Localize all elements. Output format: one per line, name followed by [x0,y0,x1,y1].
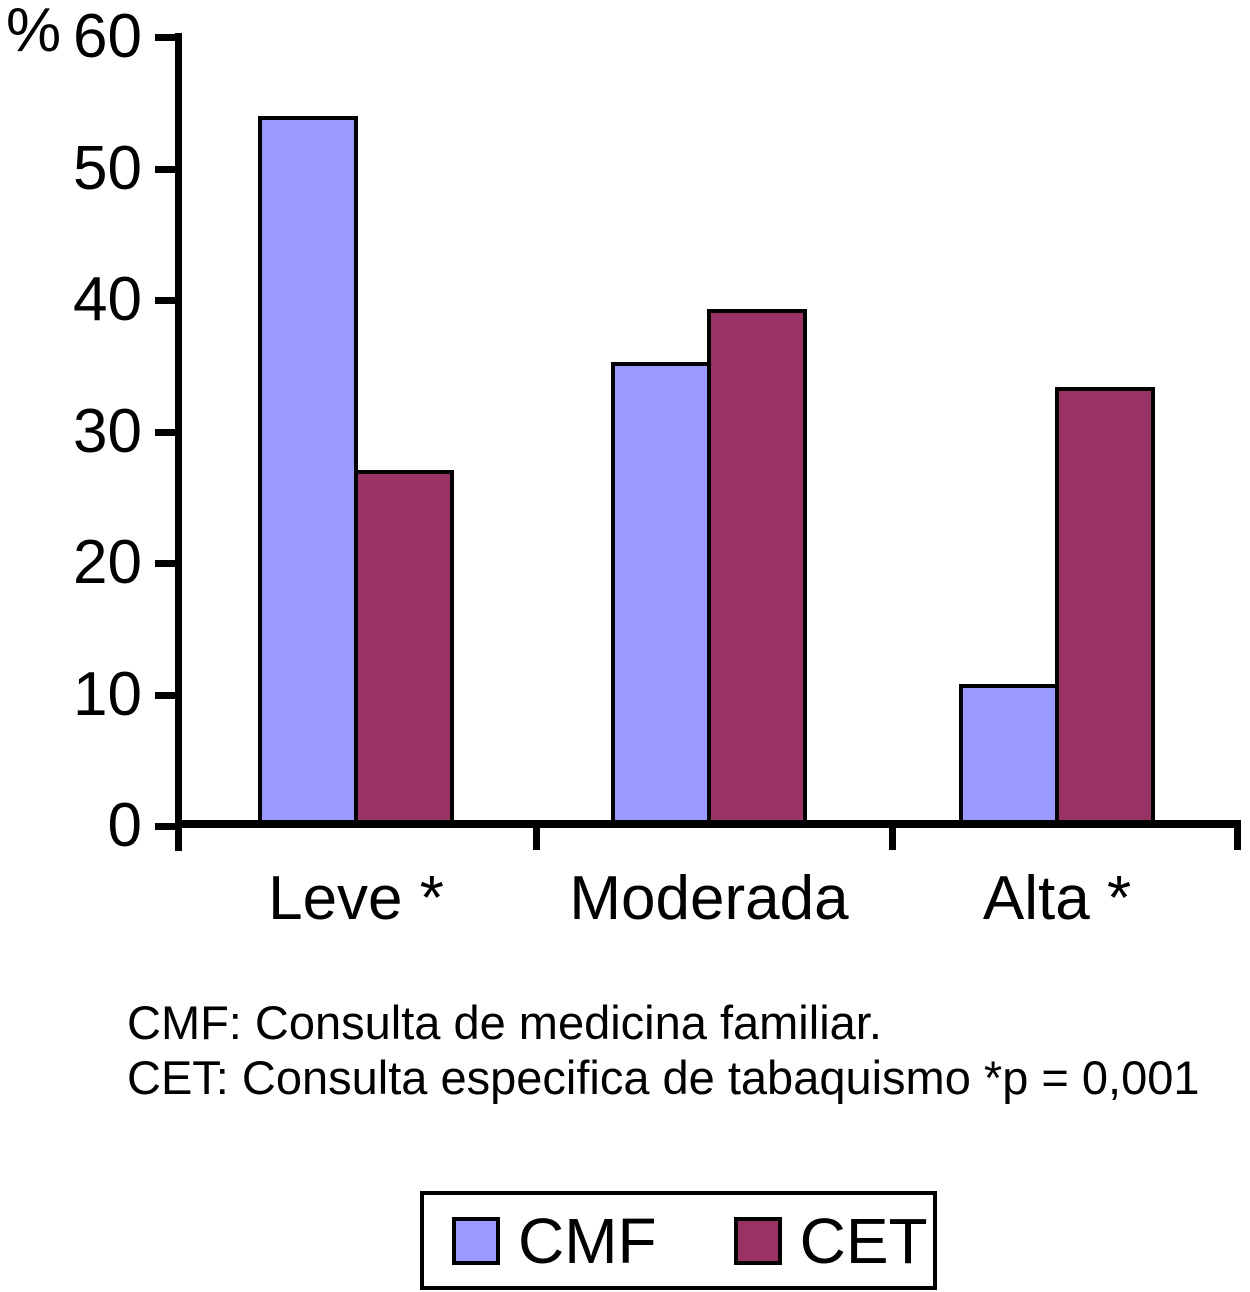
footnote: CMF: Consulta de medicina familiar. CET:… [127,995,1200,1105]
category-label-alta: Alta * [982,864,1132,933]
legend-item-cet: CET [733,1204,928,1277]
footnote-line-2: CET: Consulta especifica de tabaquismo *… [127,1051,1200,1104]
y-tick-40 [155,297,175,304]
y-tick-label-0: 0 [107,791,142,860]
y-tick-label-50: 50 [73,133,142,203]
x-tick-2 [1234,820,1241,850]
legend-item-cmf: CMF [452,1209,657,1273]
legend-swatch-cet [733,1216,782,1265]
bar-cet-leve [354,470,454,826]
legend: CMF CET [420,1191,937,1290]
legend-label-cet: CET [799,1204,928,1277]
y-tick-30 [155,428,175,436]
x-axis-line [175,820,1240,828]
x-tick-1 [889,820,896,850]
category-label-leve: Leve * [268,864,444,933]
y-tick-10 [155,691,175,699]
y-tick-label-30: 30 [73,396,142,466]
y-axis-unit-label: % [6,0,62,65]
category-label-moderada: Moderada [569,864,849,933]
y-tick-label-10: 10 [73,659,142,729]
bar-cet-alta [1055,387,1155,826]
y-axis-line [175,33,182,851]
bar-cmf-moderada [611,362,711,826]
y-tick-0 [155,823,175,830]
bar-cmf-alta [959,684,1059,826]
chart-plot-area: 0 10 20 30 40 50 60 Leve * Moderada Alta * [73,2,1241,933]
y-tick-label-40: 40 [73,265,142,334]
bar-cet-moderada [707,309,807,826]
bar-cmf-leve [258,116,358,826]
legend-swatch-cmf [452,1216,500,1265]
y-tick-20 [155,560,175,567]
x-tick-0 [533,820,540,850]
legend-label-cmf: CMF [518,1204,657,1277]
y-tick-label-60: 60 [73,2,142,71]
y-tick-60 [155,34,175,41]
y-tick-label-20: 20 [73,528,142,597]
y-tick-50 [155,165,175,173]
footnote-line-1: CMF: Consulta de medicina familiar. [127,996,882,1049]
